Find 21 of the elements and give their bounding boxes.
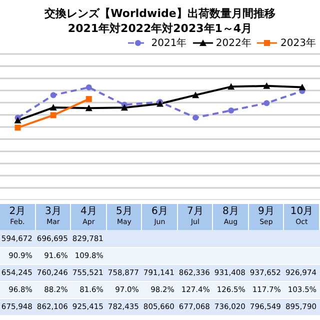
point	[263, 82, 270, 89]
point	[85, 104, 92, 112]
point	[228, 83, 235, 90]
point	[14, 124, 21, 131]
chart-title: 交換レンズ【Worldwide】出荷数量月間推移	[44, 6, 276, 21]
point	[298, 84, 306, 90]
point	[14, 116, 22, 124]
legend-label: 2021年	[150, 37, 187, 50]
point	[228, 107, 234, 114]
point	[192, 114, 199, 121]
legend-label: 2023年	[280, 37, 316, 50]
point	[264, 100, 270, 106]
point	[50, 112, 56, 118]
point	[86, 84, 92, 90]
point	[192, 92, 200, 98]
point	[86, 96, 92, 102]
point	[120, 104, 128, 111]
legend-label: 2022年	[214, 37, 252, 50]
point	[50, 92, 56, 98]
point	[50, 104, 57, 111]
chart-subtitle: 2021年対2022年対2023年1～4月	[66, 21, 254, 36]
